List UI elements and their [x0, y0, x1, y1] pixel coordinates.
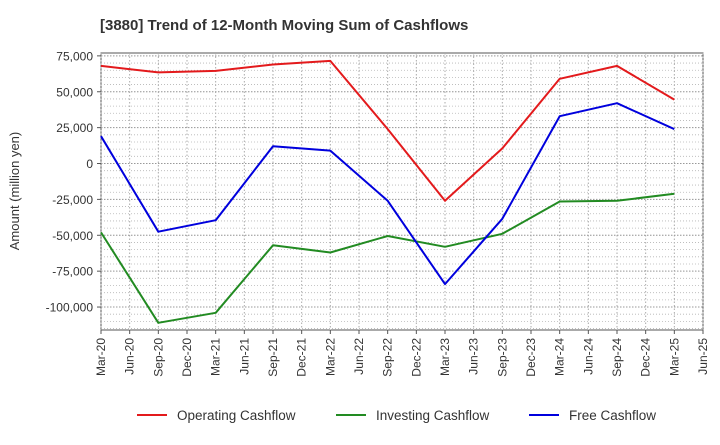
x-tick-label: Jun-25 [696, 338, 710, 375]
x-tick-label: Mar-22 [323, 338, 337, 376]
x-tick-label: Mar-20 [94, 338, 108, 376]
x-tick-label: Dec-23 [524, 338, 538, 377]
x-tick-label: Dec-24 [639, 338, 653, 377]
legend-item-investing-cashflow: Investing Cashflow [336, 408, 490, 423]
x-tick-label: Jun-20 [123, 338, 137, 375]
x-tick-label: Jun-21 [237, 338, 251, 375]
y-tick-label: -50,000 [52, 229, 93, 243]
series-line-investing-cashflow [100, 192, 675, 324]
y-tick-label: 50,000 [56, 85, 93, 99]
y-tick-label: -100,000 [46, 301, 94, 315]
y-axis-label: Amount (million yen) [7, 132, 22, 251]
legend-item-operating-cashflow: Operating Cashflow [137, 408, 296, 423]
y-tick-label: -75,000 [52, 265, 93, 279]
x-tick-label: Sep-20 [151, 338, 165, 377]
x-tick-label: Dec-22 [409, 338, 423, 377]
x-tick-label: Jun-22 [352, 338, 366, 375]
x-tick-label: Sep-24 [610, 338, 624, 377]
y-tick-label: -25,000 [52, 193, 93, 207]
x-tick-label: Sep-21 [266, 338, 280, 377]
legend-label: Free Cashflow [569, 408, 656, 423]
x-tick-label: Jun-24 [581, 338, 595, 375]
series-lines [100, 59, 675, 324]
x-tick-label: Jun-23 [467, 338, 481, 375]
series-line-free-cashflow [100, 102, 675, 286]
y-axis: 75,000 50,000 25,000 0 -25,000 -50,000 -75,000… [46, 49, 101, 315]
grid-lines [100, 53, 704, 330]
x-tick-label: Dec-21 [295, 338, 309, 377]
x-tick-label: Sep-23 [495, 338, 509, 377]
y-tick-label: 0 [86, 157, 93, 171]
legend-label: Operating Cashflow [177, 408, 296, 423]
y-tick-label: 25,000 [56, 121, 93, 135]
x-tick-label: Sep-22 [381, 338, 395, 377]
x-tick-label: Mar-23 [438, 338, 452, 376]
chart-title: [3880] Trend of 12-Month Moving Sum of C… [100, 17, 468, 34]
x-tick-label: Mar-25 [667, 338, 681, 376]
plot-area [100, 52, 704, 331]
legend-label: Investing Cashflow [376, 408, 490, 423]
y-tick-label: 75,000 [56, 49, 93, 63]
legend-item-free-cashflow: Free Cashflow [529, 408, 656, 423]
x-tick-label: Mar-21 [209, 338, 223, 376]
series-line-operating-cashflow [100, 59, 675, 202]
x-axis: Mar-20 Jun-20 Sep-20 Dec-20 Mar-21 Jun-21 Sep-… [94, 330, 710, 377]
legend: Operating Cashflow Investing Cashflow Free… [137, 408, 656, 423]
x-tick-label: Dec-20 [180, 338, 194, 377]
x-tick-label: Mar-24 [553, 338, 567, 376]
